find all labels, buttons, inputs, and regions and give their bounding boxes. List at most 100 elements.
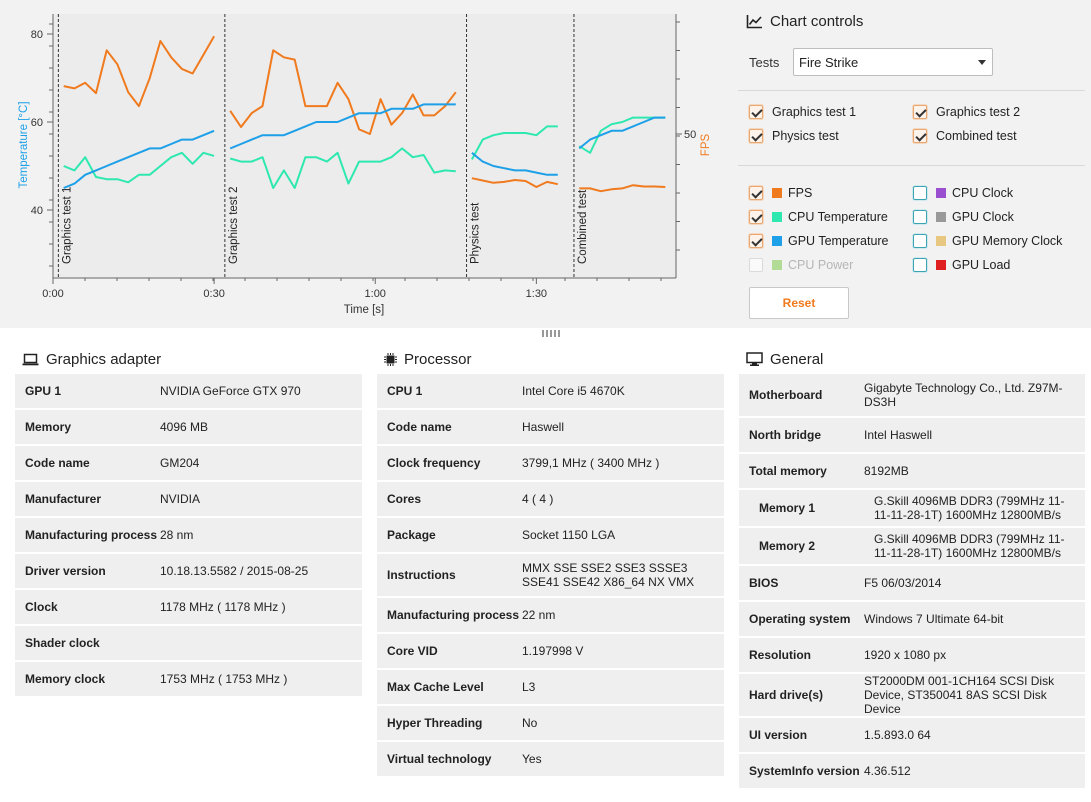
row-value: L3 [522,670,724,704]
row-key: Clock [15,590,160,624]
series-checkbox-gpu-temperature[interactable]: GPU Temperature [749,234,889,248]
row-key: Manufacturer [15,482,160,516]
color-swatch [772,236,782,246]
color-swatch [936,188,946,198]
row-value: 3799,1 MHz ( 3400 MHz ) [522,446,724,480]
row-key: Memory [15,410,160,444]
series-checkbox-gpu-clock[interactable]: GPU Clock [913,210,1014,224]
row-key: Virtual technology [377,742,522,776]
table-row: Manufacturing process 28 nm [15,518,362,552]
time-axis-label: Time [s] [344,304,384,316]
table-row: Driver version 10.18.13.5582 / 2015-08-25 [15,554,362,588]
row-value: Windows 7 Ultimate 64-bit [864,602,1085,636]
row-value: 4096 MB [160,410,362,444]
processor-header: Processor [384,348,724,370]
table-row: GPU 1 NVIDIA GeForce GTX 970 [15,374,362,408]
checkbox-label: GPU Load [952,258,1011,272]
series-checkbox-gpu-load[interactable]: GPU Load [913,258,1010,272]
table-row: Manufacturer NVIDIA [15,482,362,516]
checkbox[interactable] [749,210,763,224]
checkbox[interactable] [913,129,927,143]
row-value: NVIDIA GeForce GTX 970 [160,374,362,408]
test-checkbox-4[interactable]: Combined test [913,129,1017,143]
series-checkbox-cpu-clock[interactable]: CPU Clock [913,186,1013,200]
checkbox[interactable] [913,105,927,119]
general-panel: General Motherboard Gigabyte Technology C… [739,348,1085,790]
tests-label: Tests [749,55,780,70]
row-key: Shader clock [15,626,160,660]
color-swatch [772,212,782,222]
test-checkbox-2[interactable]: Graphics test 2 [913,105,1020,119]
checkbox-label: CPU Clock [952,186,1014,200]
chart-area: 80 60 40 50 0:00 0:30 1:00 1:30 Time [s] Temperat… [0,0,1091,328]
checkbox[interactable] [913,210,927,224]
row-value: 1753 MHz ( 1753 MHz ) [160,662,362,696]
table-row: North bridge Intel Haswell [739,418,1085,452]
table-row: BIOS F5 06/03/2014 [739,566,1085,600]
series-line-cpu-temperature [63,151,215,184]
row-key: CPU 1 [377,374,522,408]
checkbox[interactable] [749,105,763,119]
row-key: Code name [377,410,522,444]
reset-button[interactable]: Reset [749,287,849,319]
series-line-gpu-temperature [63,129,215,189]
row-value: Socket 1150 LGA [522,518,724,552]
table-row: Hyper Threading No [377,706,724,740]
checkbox[interactable] [913,234,927,248]
benchmark-chart: 80 60 40 50 0:00 0:30 1:00 1:30 Time [s] Temperat… [18,14,712,316]
table-row: Code name Haswell [377,410,724,444]
splitter-handle[interactable] [540,330,562,338]
table-row: Manufacturing process 22 nm [377,598,724,632]
checkbox[interactable] [749,129,763,143]
row-value: 8192MB [864,454,1085,488]
table-row: Operating system Windows 7 Ultimate 64-bi… [739,602,1085,636]
series-checkbox-fps[interactable]: FPS [749,186,812,200]
series-checkbox-gpu-memory-clock[interactable]: GPU Memory Clock [913,234,1062,248]
graphics-adapter-header: Graphics adapter [22,348,362,370]
row-key: Hard drive(s) [739,674,864,716]
checkbox[interactable] [749,234,763,248]
checkbox[interactable] [749,186,763,200]
divider [738,165,1085,166]
table-row: Clock frequency 3799,1 MHz ( 3400 MHz ) [377,446,724,480]
checkbox[interactable] [913,258,927,272]
test-checkbox-3[interactable]: Physics test [749,129,839,143]
row-value: GM204 [160,446,362,480]
row-key: SystemInfo version [739,754,864,788]
row-value: 4.36.512 [864,754,1085,788]
fps-axis-label: FPS [700,133,712,156]
checkbox[interactable] [913,186,927,200]
tests-select[interactable]: Fire Strike [793,48,993,76]
row-key: Hyper Threading [377,706,522,740]
series-line-gpu-temperature [471,152,558,176]
checkbox-label: FPS [788,186,813,200]
temp-tick-label: 40 [31,205,43,217]
row-value [160,626,362,660]
row-value: Haswell [522,410,724,444]
section-label: Graphics test 1 [61,187,73,264]
row-key: Driver version [15,554,160,588]
section-label: Combined test [577,189,589,264]
processor-panel: Processor CPU 1 Intel Core i5 4670K Code n… [377,348,724,778]
graphics-adapter-table: GPU 1 NVIDIA GeForce GTX 970 Memory 4096 MB… [15,372,362,698]
row-value: Intel Haswell [864,418,1085,452]
chart-controls-panel: Chart controls Tests Fire Strike Graphic… [738,0,1091,328]
table-row: Motherboard Gigabyte Technology Co., Ltd.… [739,374,1085,416]
row-key: Max Cache Level [377,670,522,704]
checkbox-label: GPU Memory Clock [952,234,1063,248]
test-checkbox-1[interactable]: Graphics test 1 [749,105,856,119]
table-row: Resolution 1920 x 1080 px [739,638,1085,672]
table-row: Memory clock 1753 MHz ( 1753 MHz ) [15,662,362,696]
series-line-cpu-temperature [471,125,558,160]
table-row: Clock 1178 MHz ( 1178 MHz ) [15,590,362,624]
chevron-down-icon [978,60,986,65]
row-value: Yes [522,742,724,776]
table-row: Instructions MMX SSE SSE2 SSE3 SSSE3 SSE4… [377,554,724,596]
row-value: MMX SSE SSE2 SSE3 SSSE3 SSE41 SSE42 X86_… [522,554,724,596]
series-line-fps [579,184,666,193]
table-row: SystemInfo version 4.36.512 [739,754,1085,788]
row-key: Memory 1 [739,490,864,526]
general-title: General [770,350,824,368]
color-swatch [772,188,782,198]
series-checkbox-cpu-temperature[interactable]: CPU Temperature [749,210,888,224]
